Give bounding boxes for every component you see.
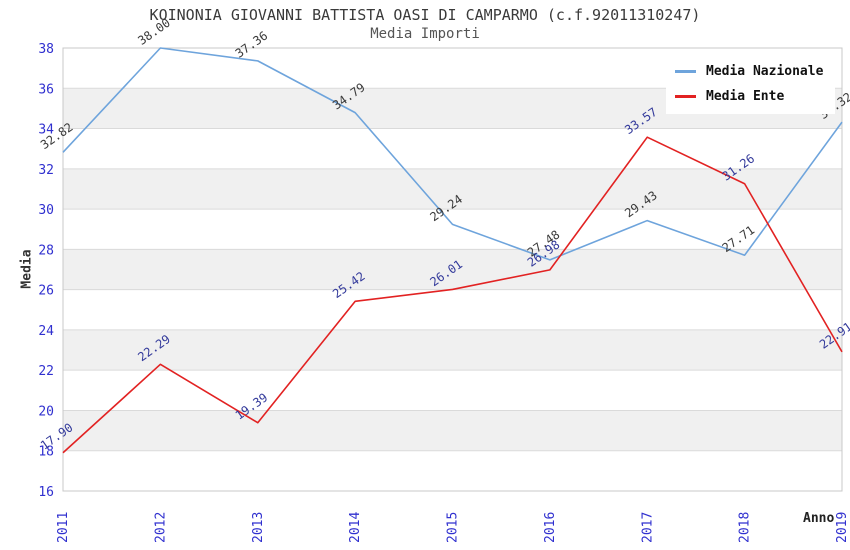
x-tick-label: 2016 bbox=[543, 512, 558, 543]
x-tick-label: 2018 bbox=[738, 512, 753, 543]
y-tick-label: 32 bbox=[38, 163, 54, 178]
y-tick-label: 36 bbox=[38, 82, 54, 97]
legend-line-swatch-blue-icon bbox=[675, 70, 696, 73]
x-axis-title: Anno bbox=[803, 511, 835, 526]
grid-band bbox=[63, 168, 842, 210]
x-tick-label: 2011 bbox=[56, 512, 71, 543]
x-tick-label: 2015 bbox=[446, 512, 461, 543]
y-tick-label: 22 bbox=[38, 364, 54, 379]
legend-label-media-nazionale: Media Nazionale bbox=[706, 64, 824, 79]
plot-frame bbox=[62, 47, 843, 492]
y-tick-label: 38 bbox=[38, 42, 54, 57]
grid-band bbox=[63, 249, 842, 290]
chart-title: KOINONIA GIOVANNI BATTISTA OASI DI CAMPA… bbox=[149, 6, 701, 24]
x-tick-label: 2014 bbox=[348, 512, 363, 543]
series-line-media-ente bbox=[62, 136, 843, 454]
y-tick-label: 30 bbox=[38, 203, 54, 218]
y-tick-label: 20 bbox=[38, 404, 54, 419]
series-line-media-nazionale bbox=[62, 47, 843, 261]
y-tick-label: 24 bbox=[38, 324, 54, 339]
y-tick-label: 34 bbox=[38, 123, 54, 138]
y-tick-label: 26 bbox=[38, 284, 54, 299]
grid-band bbox=[63, 329, 842, 371]
y-tick-label: 16 bbox=[38, 485, 54, 500]
x-tick-label: 2012 bbox=[153, 512, 168, 543]
grid-band bbox=[63, 410, 842, 451]
legend-item-media-ente: Media Ente bbox=[675, 89, 823, 104]
legend: Media Nazionale Media Ente bbox=[666, 56, 836, 114]
x-tick-label: 2019 bbox=[835, 512, 850, 543]
x-tick-label: 2013 bbox=[251, 512, 266, 543]
y-axis-title: Media bbox=[19, 249, 35, 289]
y-tick-label: 28 bbox=[38, 243, 54, 258]
legend-label-media-ente: Media Ente bbox=[706, 89, 785, 104]
y-tick-label: 18 bbox=[38, 445, 54, 460]
legend-item-media-nazionale: Media Nazionale bbox=[675, 64, 823, 79]
legend-line-swatch-red-icon bbox=[675, 95, 696, 98]
chart-subtitle: Media Importi bbox=[370, 26, 480, 42]
x-tick-label: 2017 bbox=[640, 512, 655, 543]
